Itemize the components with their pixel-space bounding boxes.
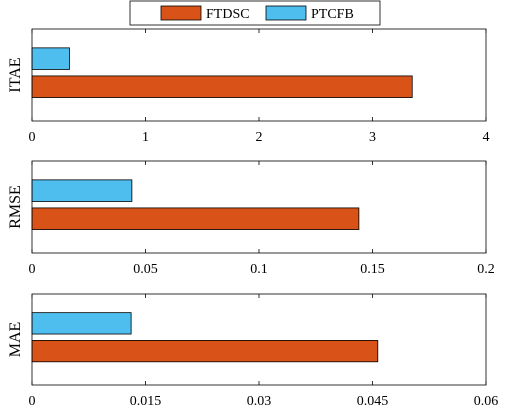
xtick-label-mae-4: 0.06 xyxy=(474,394,499,409)
bar-rmse-ptcfb xyxy=(31,179,133,202)
xtick-label-itae-0: 0 xyxy=(29,130,36,145)
xtick-label-itae-2: 2 xyxy=(256,130,263,145)
ylabel-itae: ITAE xyxy=(7,57,24,92)
xtick-label-mae-2: 0.03 xyxy=(247,394,272,409)
xtick-label-mae-0: 0 xyxy=(29,394,36,409)
panel-mae: 0 0.015 0.03 0.045 0.06 MAE xyxy=(7,293,499,409)
bar-itae-ftdsc xyxy=(31,75,413,98)
legend-label-ftdsc: FTDSC xyxy=(206,7,250,22)
bar-rmse-ftdsc xyxy=(31,207,360,230)
bar-itae-ptcfb xyxy=(31,47,70,70)
ylabel-rmse: RMSE xyxy=(7,185,24,229)
panel-rmse: 0 0.05 0.1 0.15 0.2 RMSE xyxy=(7,160,495,277)
legend: FTDSC PTCFB xyxy=(129,0,381,26)
legend-label-ptcfb: PTCFB xyxy=(311,7,354,22)
axes-box-itae xyxy=(31,28,487,122)
axes-box-rmse xyxy=(31,160,487,254)
legend-swatch-ptcfb xyxy=(265,5,307,21)
xtick-label-rmse-1: 0.05 xyxy=(133,262,158,277)
chart-panels: 0 1 2 3 4 ITAE 0 0.05 0.1 0.15 0.2 RMSE 0 0.015 0.03 0.… xyxy=(7,28,499,409)
xtick-label-itae-3: 3 xyxy=(369,130,376,145)
xtick-label-mae-1: 0.015 xyxy=(130,394,162,409)
legend-swatch-ftdsc xyxy=(160,5,202,21)
xtick-label-rmse-2: 0.1 xyxy=(250,262,268,277)
xtick-label-mae-3: 0.045 xyxy=(357,394,389,409)
xtick-label-rmse-3: 0.15 xyxy=(360,262,385,277)
ylabel-mae: MAE xyxy=(7,322,24,358)
xtick-label-itae-1: 1 xyxy=(142,130,149,145)
xtick-label-itae-4: 4 xyxy=(483,130,490,145)
xtick-label-rmse-0: 0 xyxy=(29,262,36,277)
axes-box-mae xyxy=(31,293,487,386)
xtick-label-rmse-4: 0.2 xyxy=(477,262,495,277)
bar-mae-ftdsc xyxy=(31,340,379,363)
panel-itae: 0 1 2 3 4 ITAE xyxy=(7,28,490,145)
bar-mae-ptcfb xyxy=(31,312,132,335)
